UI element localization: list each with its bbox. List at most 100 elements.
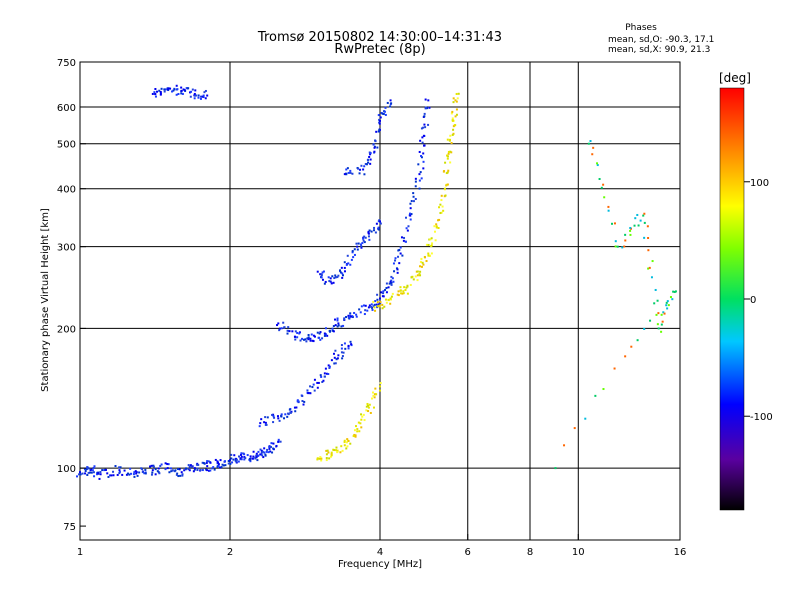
data-point (663, 312, 666, 315)
data-point (367, 235, 370, 238)
data-point (342, 274, 345, 277)
y-axis-label: Stationary phase Virtual Height [km] (40, 208, 51, 392)
data-point (456, 97, 459, 100)
data-point (376, 305, 379, 308)
data-point (382, 290, 385, 293)
data-point (332, 281, 335, 284)
y-tick-label: 600 (57, 103, 76, 114)
data-point (409, 202, 412, 205)
data-point (367, 406, 370, 409)
data-point (449, 150, 452, 153)
data-point (596, 162, 599, 165)
data-point (277, 417, 280, 420)
data-point (426, 107, 429, 110)
data-point (431, 242, 434, 245)
data-point (183, 469, 186, 472)
data-point (437, 227, 440, 230)
data-point (414, 180, 417, 183)
data-point (643, 221, 646, 224)
data-point (152, 465, 155, 468)
data-point (221, 463, 224, 466)
data-point (443, 187, 446, 190)
data-point (132, 473, 135, 476)
data-point (364, 309, 367, 312)
data-point (328, 457, 331, 460)
data-point (353, 248, 356, 251)
data-point (302, 403, 305, 406)
data-point (193, 97, 196, 100)
data-point (614, 240, 617, 243)
data-point (313, 335, 316, 338)
data-point (336, 317, 339, 320)
data-point (421, 136, 424, 139)
data-point (366, 309, 369, 312)
data-point (621, 246, 624, 249)
data-point (240, 455, 243, 458)
data-point (357, 167, 360, 170)
data-point (418, 265, 421, 268)
data-point (351, 250, 354, 253)
data-point (303, 400, 306, 403)
data-point (389, 302, 392, 305)
data-point (342, 351, 345, 354)
data-point (417, 163, 420, 166)
data-point (383, 305, 386, 308)
data-point (454, 124, 457, 127)
data-point (381, 112, 384, 115)
data-point (665, 304, 668, 307)
data-point (362, 236, 365, 239)
data-point (269, 450, 272, 453)
data-point (116, 473, 119, 476)
data-point (206, 460, 209, 463)
data-point (360, 426, 363, 429)
data-point (419, 260, 422, 263)
data-point (367, 161, 370, 164)
data-point (160, 87, 163, 90)
data-point (324, 327, 327, 330)
data-point (176, 88, 179, 91)
data-point (343, 439, 346, 442)
data-point (252, 455, 255, 458)
data-point (172, 89, 175, 92)
data-point (333, 277, 336, 280)
data-point (428, 238, 431, 241)
data-point (150, 464, 153, 467)
data-point (332, 330, 335, 333)
data-point (296, 331, 299, 334)
x-tick-label: 2 (227, 547, 233, 558)
data-point (660, 330, 663, 333)
data-point (108, 474, 111, 477)
data-point (657, 327, 660, 330)
data-point (276, 324, 279, 327)
data-point (396, 271, 399, 274)
data-point (347, 439, 350, 442)
data-point (259, 448, 262, 451)
data-point (630, 345, 633, 348)
data-point (272, 447, 275, 450)
data-point (219, 459, 222, 462)
data-point (452, 101, 455, 104)
data-point (360, 245, 363, 248)
data-point (636, 213, 639, 216)
data-point (454, 115, 457, 118)
data-point (402, 292, 405, 295)
data-point (373, 226, 376, 229)
data-point (383, 110, 386, 113)
data-point (159, 92, 162, 95)
data-point (171, 469, 174, 472)
data-point (99, 473, 102, 476)
data-point (379, 220, 381, 223)
data-point (379, 119, 381, 122)
data-point (337, 274, 340, 277)
data-point (390, 295, 393, 298)
y-tick-label: 75 (63, 522, 76, 533)
data-point (177, 467, 180, 470)
data-point (424, 107, 427, 110)
data-point (348, 316, 351, 319)
data-point (268, 445, 271, 448)
data-point (335, 449, 338, 452)
data-point (218, 466, 221, 469)
data-point (378, 122, 381, 125)
data-point (157, 467, 160, 470)
data-point (343, 441, 346, 444)
